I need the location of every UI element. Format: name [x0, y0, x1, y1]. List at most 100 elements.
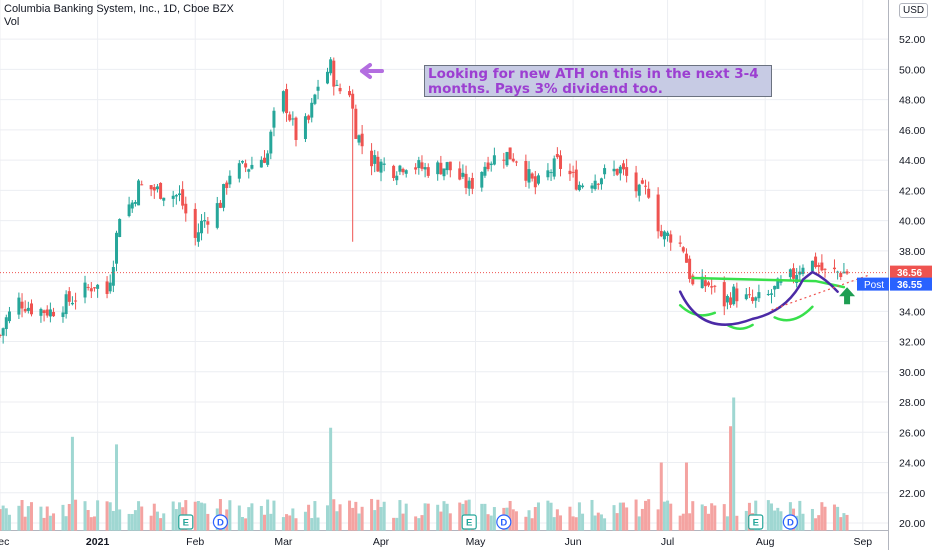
volume-bar — [801, 513, 805, 531]
volume-bar — [392, 517, 396, 531]
volume-bar — [285, 514, 289, 531]
volume-bar — [83, 501, 87, 531]
candle-body — [417, 160, 421, 169]
volume-bar — [684, 462, 688, 531]
volume-bar — [845, 514, 849, 531]
volume-bar — [659, 462, 663, 531]
volume-bar — [357, 513, 361, 531]
candle-body — [603, 168, 607, 175]
candle-body — [590, 185, 594, 189]
candle-body — [621, 163, 625, 170]
volume-bar — [360, 506, 364, 531]
currency-button[interactable]: USD — [899, 3, 929, 18]
candle-body — [174, 195, 178, 197]
volume-bar — [766, 500, 770, 531]
candle-body — [486, 162, 490, 170]
candle-body — [470, 177, 474, 189]
y-tick-label: 22.00 — [899, 488, 925, 500]
volume-bar — [448, 513, 452, 531]
candle-body — [74, 300, 78, 302]
volume-bar — [839, 517, 843, 531]
volume-bar — [401, 513, 405, 531]
x-tick-label: Jun — [565, 536, 582, 548]
volume-bar — [338, 504, 342, 531]
y-tick-label: 30.00 — [899, 367, 925, 379]
candle-body — [67, 291, 71, 302]
candle-body — [307, 115, 311, 120]
post-price-value: 36.55 — [897, 280, 922, 291]
candle-body — [773, 285, 777, 290]
volume-bar — [725, 516, 729, 531]
volume-bar — [111, 510, 115, 531]
symbol-header[interactable]: Columbia Banking System, Inc., 1D, Cboe … — [4, 3, 234, 15]
volume-bar — [86, 510, 90, 531]
y-tick-label: 44.00 — [899, 155, 925, 167]
volume-bar — [316, 517, 320, 531]
volume-bar — [414, 516, 418, 531]
volume-bar — [171, 501, 175, 531]
cup-drawing — [678, 270, 839, 326]
volume-bar — [820, 502, 824, 531]
volume-bar — [552, 517, 556, 531]
candle-body — [596, 183, 600, 185]
volume-bar — [669, 503, 673, 531]
volume-bar — [458, 502, 462, 531]
candle-body — [133, 202, 137, 204]
candle-body — [373, 155, 377, 164]
candle-body — [527, 169, 531, 183]
candle-body — [398, 165, 402, 172]
candle-body — [111, 267, 115, 286]
candle-body — [420, 162, 424, 169]
candle-body — [656, 194, 660, 232]
earnings-icon — [461, 514, 477, 530]
x-tick-label: Sep — [853, 536, 872, 548]
event-marker-label: E — [753, 518, 759, 529]
candle-body — [45, 309, 49, 316]
volume-bar — [729, 426, 733, 531]
volume-bar — [621, 502, 625, 531]
candle-body — [193, 208, 197, 238]
event-marker-label: D — [787, 518, 794, 529]
volume-bar — [48, 515, 52, 531]
candle-body — [351, 93, 355, 109]
left-arrow-icon — [360, 63, 384, 79]
volume-bar — [436, 504, 440, 531]
candle-body — [127, 204, 131, 217]
volume-bar — [776, 507, 780, 531]
volume-bar — [744, 510, 748, 531]
candle-body — [96, 284, 100, 289]
candle-body — [272, 110, 276, 128]
candle-body — [647, 188, 651, 198]
volume-bar — [810, 508, 814, 531]
volume-bar — [486, 514, 490, 531]
candle-body — [524, 160, 528, 181]
candle-body — [684, 253, 688, 263]
candle-body — [52, 311, 56, 317]
annotation-text[interactable]: Looking for new ATH on this in the next … — [424, 65, 772, 97]
candle-body — [439, 162, 443, 175]
volume-bar — [420, 515, 424, 531]
candle-body — [348, 91, 352, 96]
volume-bar — [703, 506, 707, 531]
candle-body — [502, 159, 506, 161]
volume-bar — [735, 515, 739, 531]
volume-bar — [634, 499, 638, 531]
candle-body — [401, 168, 405, 173]
volume-bar — [823, 506, 827, 531]
volume-bar — [240, 517, 244, 531]
up-arrow-icon — [839, 287, 856, 305]
candle-body — [395, 175, 399, 181]
volume-bar — [108, 502, 112, 531]
volume-bar — [162, 513, 166, 531]
volume-bar — [423, 503, 427, 531]
candle-body — [581, 185, 585, 188]
volume-bar — [237, 505, 241, 531]
x-tick-label: Aug — [756, 536, 775, 548]
volume-bar — [17, 505, 21, 531]
volume-bar — [272, 500, 276, 531]
candle-body — [839, 272, 843, 278]
volume-bar — [0, 509, 2, 531]
y-tick-label: 48.00 — [899, 95, 925, 107]
volume-bar — [678, 515, 682, 531]
